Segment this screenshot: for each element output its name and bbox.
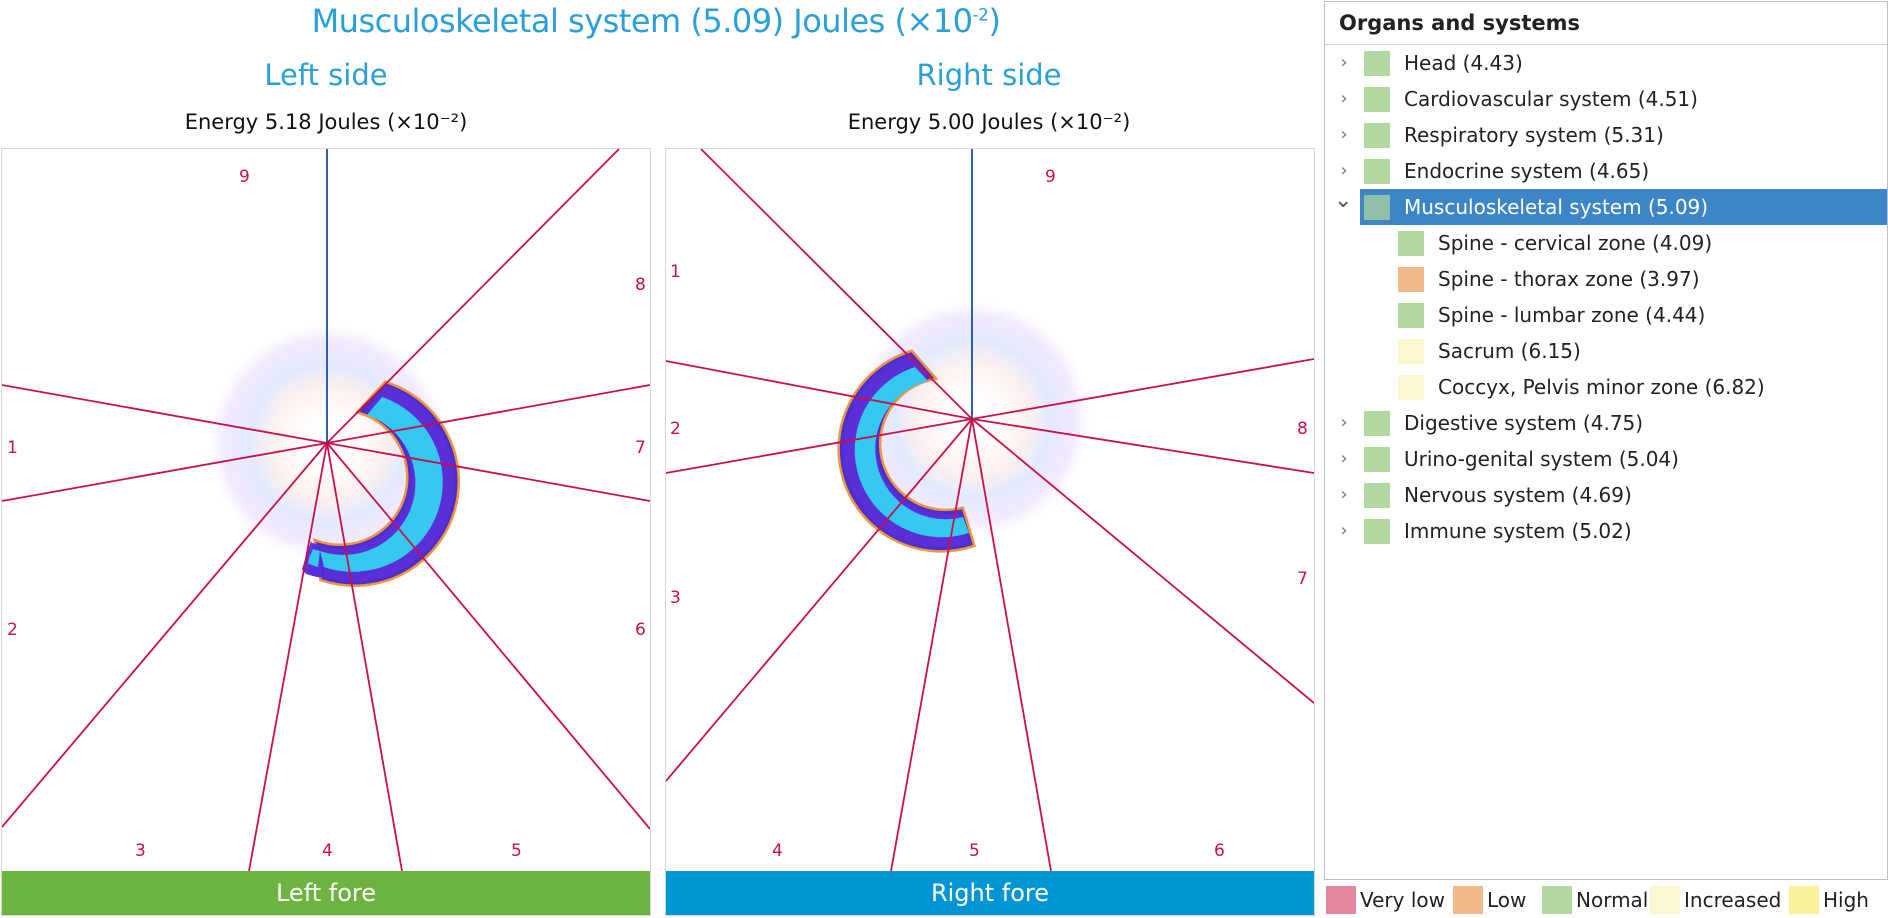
zone-label: 6 (635, 620, 646, 640)
tree-item-label: Immune system (5.02) (1404, 519, 1632, 543)
zone-label: 7 (1297, 569, 1308, 589)
left-aura-canvas: 9 8 1 7 2 6 3 4 5 (2, 149, 650, 871)
tree-item-label: Nervous system (4.69) (1404, 483, 1632, 507)
legend-label: Low (1487, 888, 1527, 912)
tree-item-label: Endocrine system (4.65) (1404, 159, 1650, 183)
tree-subitem[interactable]: Spine - thorax zone (3.97) (1325, 261, 1887, 297)
status-swatch (1364, 519, 1390, 544)
zone-label: 9 (1045, 167, 1056, 187)
tree-item[interactable]: ⌄ Musculoskeletal system (5.09) (1334, 188, 1887, 225)
zone-label: 5 (511, 841, 522, 861)
status-swatch (1398, 267, 1424, 292)
legend-swatch (1326, 886, 1356, 914)
left-side-heading: Left side (264, 58, 388, 92)
left-energy-readout: Energy 5.18 Joules (×10⁻²) (184, 110, 468, 134)
zone-label: 5 (969, 841, 980, 861)
left-aura-panel[interactable]: 9 8 1 7 2 6 3 4 5 Left fore (1, 148, 651, 916)
legend-swatch (1453, 886, 1483, 914)
aura-band-core (854, 367, 969, 538)
status-swatch (1398, 375, 1424, 400)
status-swatch (1364, 411, 1390, 436)
tree-item-label: Spine - cervical zone (4.09) (1438, 231, 1713, 255)
page-title: Musculoskeletal system (5.09) Joules (×1… (311, 2, 1001, 40)
tree-item[interactable]: › Respiratory system (5.31) (1325, 117, 1887, 153)
zone-label: 1 (7, 438, 18, 458)
left-fore-bar[interactable]: Left fore (2, 871, 650, 915)
chevron-right-icon[interactable]: › (1340, 160, 1348, 181)
organs-tree-panel: Organs and systems › Head (4.43) › Cardiova… (1324, 1, 1888, 880)
right-side-heading: Right side (916, 58, 1062, 92)
tree-item[interactable]: › Digestive system (4.75) (1325, 405, 1887, 441)
chevron-right-icon[interactable]: › (1340, 52, 1348, 73)
tree-item-label: Sacrum (6.15) (1438, 339, 1581, 363)
tree-item-label: Musculoskeletal system (5.09) (1404, 195, 1709, 219)
zone-label: 9 (239, 167, 250, 187)
status-swatch (1364, 123, 1390, 148)
zone-label: 4 (772, 841, 783, 861)
tree-item-label: Urino-genital system (5.04) (1404, 447, 1679, 471)
status-swatch (1398, 303, 1424, 328)
tree-subitem[interactable]: Spine - lumbar zone (4.44) (1325, 297, 1887, 333)
right-fore-bar[interactable]: Right fore (666, 871, 1314, 915)
zone-label: 3 (135, 841, 146, 861)
right-energy-readout: Energy 5.00 Joules (×10⁻²) (847, 110, 1131, 134)
chevron-right-icon[interactable]: › (1340, 520, 1348, 541)
status-swatch (1364, 87, 1390, 112)
chevron-right-icon[interactable]: › (1340, 484, 1348, 505)
chevron-right-icon[interactable]: › (1340, 124, 1348, 145)
aura-band-core (320, 397, 443, 572)
zone-label: 3 (670, 588, 681, 608)
tree-item[interactable]: › Endocrine system (4.65) (1325, 153, 1887, 189)
tree-item-label: Cardiovascular system (4.51) (1404, 87, 1698, 111)
zone-label: 6 (1214, 841, 1225, 861)
tree-item-label: Head (4.43) (1404, 51, 1523, 75)
zone-label: 4 (322, 841, 333, 861)
chevron-right-icon[interactable]: › (1340, 88, 1348, 109)
chevron-right-icon[interactable]: › (1340, 412, 1348, 433)
legend-swatch (1789, 886, 1819, 914)
tree-subitem[interactable]: Sacrum (6.15) (1325, 333, 1887, 369)
zone-label: 2 (7, 620, 18, 640)
legend-swatch (1650, 886, 1680, 914)
chevron-down-icon[interactable]: ⌄ (1334, 188, 1353, 213)
status-swatch (1364, 195, 1390, 220)
tree-item[interactable]: › Nervous system (4.69) (1325, 477, 1887, 513)
status-swatch (1364, 447, 1390, 472)
tree-item[interactable]: › Cardiovascular system (4.51) (1325, 81, 1887, 117)
right-aura-canvas: 9 1 2 8 3 7 4 5 6 (666, 149, 1314, 871)
sector-lines (666, 149, 1314, 871)
tree-item[interactable]: › Urino-genital system (5.04) (1325, 441, 1887, 477)
status-swatch (1364, 51, 1390, 76)
tree-item[interactable]: › Head (4.43) (1325, 45, 1887, 81)
color-legend: Very low Low Normal Increased High (1326, 884, 1888, 916)
tree-item-label: Coccyx, Pelvis minor zone (6.82) (1438, 375, 1765, 399)
tree-item-label: Respiratory system (5.31) (1404, 123, 1664, 147)
right-aura-panel[interactable]: 9 1 2 8 3 7 4 5 6 Right fore (665, 148, 1315, 916)
status-swatch (1398, 339, 1424, 364)
legend-label: Normal (1576, 888, 1649, 912)
tree-item-label: Digestive system (4.75) (1404, 411, 1644, 435)
zone-label: 8 (635, 275, 646, 295)
legend-swatch (1542, 886, 1572, 914)
tree-item-label: Spine - thorax zone (3.97) (1438, 267, 1700, 291)
status-swatch (1398, 231, 1424, 256)
tree-header: Organs and systems (1325, 2, 1887, 45)
zone-label: 1 (670, 262, 681, 282)
tree-item[interactable]: › Immune system (5.02) (1325, 513, 1887, 549)
tree-subitem[interactable]: Coccyx, Pelvis minor zone (6.82) (1325, 369, 1887, 405)
tree-subitem[interactable]: Spine - cervical zone (4.09) (1325, 225, 1887, 261)
zone-label: 2 (670, 419, 681, 439)
legend-label: High (1823, 888, 1869, 912)
zone-label: 7 (635, 438, 646, 458)
status-swatch (1364, 159, 1390, 184)
sector-lines (2, 149, 650, 871)
zone-label: 8 (1297, 419, 1308, 439)
tree-body: › Head (4.43) › Cardiovascular system (4.51… (1325, 45, 1887, 549)
legend-label: Very low (1360, 888, 1445, 912)
chevron-right-icon[interactable]: › (1340, 448, 1348, 469)
tree-item-label: Spine - lumbar zone (4.44) (1438, 303, 1706, 327)
legend-label: Increased (1684, 888, 1782, 912)
status-swatch (1364, 483, 1390, 508)
